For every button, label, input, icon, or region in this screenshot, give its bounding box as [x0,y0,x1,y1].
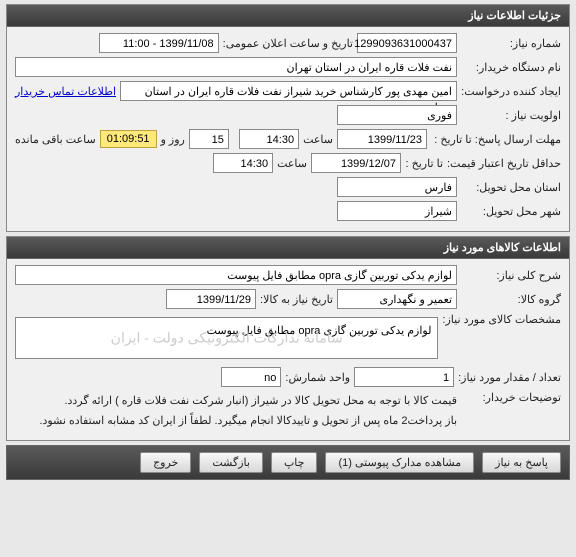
footer-toolbar: پاسخ به نیاز مشاهده مدارک پیوستی (1) چاپ… [6,445,570,480]
back-button[interactable]: بازگشت [199,452,263,473]
panel-header-2: اطلاعات کالاهای مورد نیاز [7,237,569,259]
group-field: تعمیر و نگهداری [337,289,457,309]
overall-label: شرح کلی نیاز: [461,269,561,282]
price-valid-time-field: 14:30 [213,153,273,173]
priority-field: فوری [337,105,457,125]
spec-text: لوازم یدکی توربین گازی opra مطابق فایل پ… [207,325,432,337]
contact-link[interactable]: اطلاعات تماس خریدار [15,85,116,98]
panel-body-2: شرح کلی نیاز: لوازم یدکی توربین گازی opr… [7,259,569,440]
deadline-label: مهلت ارسال پاسخ: تا تاریخ : [431,133,561,146]
need-no-field: 1299093631000437 [357,33,457,53]
desc-label: توضیحات خریدار: [461,391,561,404]
spec-box: لوازم یدکی توربین گازی opra مطابق فایل پ… [15,317,438,359]
buyer-org-field: نفت فلات قاره ایران در استان تهران [15,57,457,77]
time-label-1: ساعت [303,133,333,146]
delivery-prov-label: استان محل تحویل: [461,181,561,194]
pub-dt-field: 1399/11/08 - 11:00 [99,33,219,53]
group-label: گروه کالا: [461,293,561,306]
goods-info-panel: اطلاعات کالاهای مورد نیاز شرح کلی نیاز: … [6,236,570,441]
price-valid-sub: تا تاریخ : [405,157,443,170]
days-label: روز و [161,133,185,146]
qty-label: تعداد / مقدار مورد نیاز: [458,371,561,384]
priority-label: اولویت نیاز : [461,109,561,122]
need-date-label: تاریخ نیاز به کالا: [260,293,333,306]
creator-field: امین مهدی پور کارشناس خرید شیراز نفت فلا… [120,81,457,101]
attachments-button[interactable]: مشاهده مدارک پیوستی (1) [325,452,474,473]
desc-line-2: باز پرداخت2 ماه پس از تحویل و تاییدکالا … [15,413,457,431]
qty-field: 1 [354,367,454,387]
overall-field: لوازم یدکی توربین گازی opra مطابق فایل پ… [15,265,457,285]
deadline-time-field: 14:30 [239,129,299,149]
pub-dt-label: تاریخ و ساعت اعلان عمومی: [223,37,353,50]
timer-suffix: ساعت باقی مانده [15,133,96,146]
unit-label: واحد شمارش: [285,371,350,384]
delivery-city-label: شهر محل تحویل: [461,205,561,218]
panel-body-1: شماره نیاز: 1299093631000437 تاریخ و ساع… [7,27,569,231]
panel-header-1: جزئیات اطلاعات نیاز [7,5,569,27]
price-valid-label: حداقل تاریخ اعتبار قیمت: [447,157,561,170]
unit-field: no [221,367,281,387]
reply-button[interactable]: پاسخ به نیاز [482,452,561,473]
spec-label: مشخصات کالای مورد نیاز: [442,313,561,326]
desc-line-1: قیمت کالا با توجه به محل تحویل کالا در ش… [15,393,457,411]
delivery-city-field: شیراز [337,201,457,221]
buyer-org-label: نام دستگاه خریدار: [461,61,561,74]
delivery-prov-field: فارس [337,177,457,197]
exit-button[interactable]: خروج [140,452,191,473]
creator-label: ایجاد کننده درخواست: [461,85,561,98]
need-no-label: شماره نیاز: [461,37,561,50]
deadline-date-field: 1399/11/23 [337,129,427,149]
countdown-timer: 01:09:51 [100,130,157,148]
need-date-field: 1399/11/29 [166,289,256,309]
price-valid-date-field: 1399/12/07 [311,153,401,173]
days-field: 15 [189,129,229,149]
time-label-2: ساعت [277,157,307,170]
need-details-panel: جزئیات اطلاعات نیاز شماره نیاز: 12990936… [6,4,570,232]
print-button[interactable]: چاپ [271,452,318,473]
